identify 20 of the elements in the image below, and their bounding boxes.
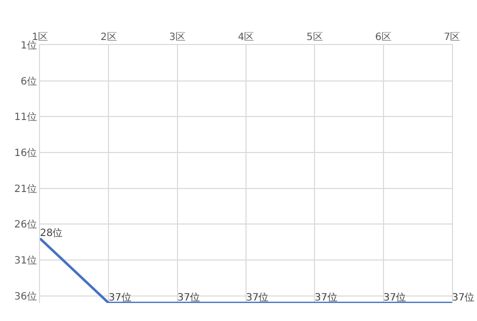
data-label: 37位 [246,292,269,304]
x-tick-label: 4区 [238,32,254,43]
x-tick-label: 2区 [100,32,117,43]
x-tick-label: 3区 [169,32,186,43]
data-label: 37位 [452,292,475,304]
x-tick-label: 6区 [375,32,392,43]
y-tick-label: 21位 [14,182,37,195]
y-tick-label: 31位 [14,254,37,266]
y-tick-label: 26位 [14,218,37,231]
x-tick-label: 5区 [306,32,323,43]
data-label: 37位 [177,292,200,304]
y-tick-label: 36位 [14,290,37,302]
data-label: 37位 [383,292,406,304]
y-tick-label: 16位 [14,147,37,159]
y-tick-label: 6位 [20,75,37,88]
x-tick-label: 7区 [444,32,460,43]
data-label: 37位 [314,292,338,304]
data-label: 37位 [108,292,132,304]
data-label: 28位 [40,227,63,239]
y-tick-label: 11位 [14,111,37,124]
